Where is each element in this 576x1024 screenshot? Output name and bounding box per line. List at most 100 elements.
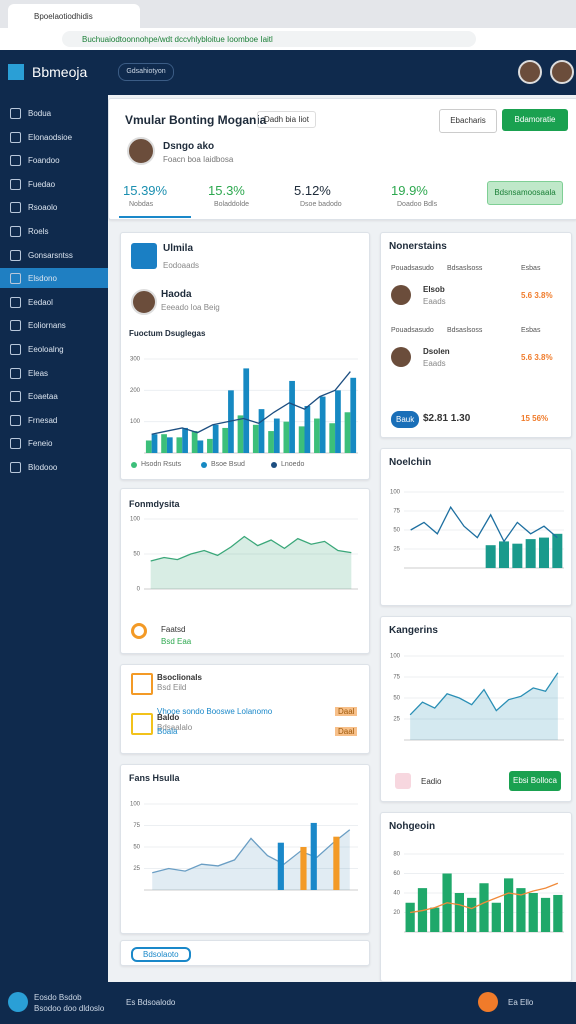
- chart: 0 50 100: [130, 517, 358, 593]
- bar: [512, 543, 523, 568]
- card-title: Ulmila: [163, 243, 194, 254]
- bar: [191, 431, 198, 453]
- nav-label: Feneio: [28, 439, 53, 449]
- y-tick-label: 100: [390, 654, 401, 660]
- nav-item[interactable]: Roels: [0, 221, 108, 241]
- card: Fonmdysita Faatsd Bsd Eaa: [120, 488, 370, 654]
- row-value: 5.6 3.8%: [521, 353, 553, 362]
- area-line: [409, 672, 559, 716]
- bar: [539, 537, 549, 568]
- bar: [344, 412, 351, 453]
- nav-icon: [10, 108, 21, 119]
- bar: [499, 541, 509, 568]
- tab[interactable]: Bpoelaotiodhidis: [8, 4, 140, 28]
- icon[interactable]: [478, 992, 498, 1012]
- area: [410, 672, 558, 740]
- progress-label: Faatsd: [161, 625, 186, 634]
- chart: 20 40 60 80: [393, 852, 564, 933]
- cta[interactable]: Bdsnsamoosaala: [487, 181, 563, 205]
- row-sub: Eaads: [423, 359, 446, 368]
- tag: Eadio: [421, 777, 442, 786]
- nav-item[interactable]: Fuedao: [0, 174, 108, 194]
- bar: [319, 396, 326, 453]
- nav-item[interactable]: Gonsarsntss: [0, 245, 108, 265]
- search[interactable]: Gdsahiotyon: [118, 63, 174, 81]
- bar: [151, 434, 158, 453]
- nav-label: Gonsarsntss: [28, 250, 73, 260]
- bar: [314, 418, 320, 453]
- bottom-right: Ea Ello: [508, 998, 534, 1007]
- card: Nonerstains Pouadsasudo Bdsaslsoss Esbas Po…: [380, 232, 572, 438]
- stat-value: 15.3%: [208, 183, 245, 198]
- nav-item[interactable]: Eoaetaa: [0, 386, 108, 406]
- row-bar-label: Vhooe sondo Booswe Lolanomo: [157, 707, 273, 716]
- stat-label: Dsoe badodo: [300, 201, 342, 208]
- button[interactable]: Bdamoratie: [502, 109, 568, 131]
- bar: [405, 902, 415, 932]
- card: Noelchin: [380, 448, 572, 606]
- bar: [212, 424, 219, 453]
- nav-item[interactable]: Bodua: [0, 103, 108, 123]
- bar: [273, 418, 280, 453]
- bar: [350, 377, 357, 453]
- y-tick-label: 300: [130, 357, 141, 363]
- chart-title: Fans Hsulla: [129, 773, 180, 783]
- icon: [395, 773, 411, 789]
- row-title: Baldo: [157, 713, 180, 722]
- nav-item[interactable]: Eleas: [0, 363, 108, 383]
- chip[interactable]: Dadh bia Iiot: [257, 111, 316, 128]
- nav-item[interactable]: Foandoo: [0, 150, 108, 170]
- chip[interactable]: Bdsolaoto: [131, 947, 191, 962]
- line: [151, 371, 351, 435]
- nav-item[interactable]: Eeoloalng: [0, 339, 108, 359]
- line: [410, 505, 558, 543]
- nav-icon: [10, 367, 21, 379]
- area: [150, 536, 352, 589]
- table-header: Pouadsasudo: [391, 327, 434, 334]
- card: Fans Hsulla: [120, 764, 370, 934]
- y-tick-label: 100: [390, 490, 401, 496]
- nav-item[interactable]: Elonaodsioe: [0, 127, 108, 147]
- nav-icon: [10, 462, 21, 473]
- chart-title: Fonmdysita: [129, 499, 180, 509]
- chart: 100 200 300: [130, 357, 358, 454]
- bar: [145, 440, 152, 453]
- bar: [525, 539, 536, 568]
- row-title: Bsoclionals: [157, 673, 202, 682]
- nav-item[interactable]: Elsdono: [0, 268, 108, 289]
- nav-label: Elonaodsioe: [28, 132, 73, 142]
- nav-item[interactable]: Rsoaolo: [0, 197, 108, 217]
- avatar[interactable]: [518, 60, 542, 84]
- icon: [131, 243, 157, 269]
- button[interactable]: Ebsi Bolloca: [509, 771, 561, 791]
- bar: [540, 897, 551, 932]
- url-field[interactable]: Buchuaiodtoonnohpe/wdt dccvhlybloitue Io…: [62, 31, 476, 47]
- chart-title: Kangerins: [389, 625, 438, 636]
- legend-label: Hsodn Rsuts: [141, 461, 182, 468]
- nav-item[interactable]: Eedaol: [0, 292, 108, 312]
- legend-label: Lnoedo: [281, 461, 305, 468]
- chart-title: Noelchin: [389, 457, 432, 468]
- table-header: Bdsaslsoss: [447, 265, 483, 272]
- y-tick-label: 50: [393, 696, 400, 702]
- nav-item[interactable]: Feneio: [0, 433, 108, 453]
- y-tick-label: 100: [130, 419, 141, 425]
- nav-item[interactable]: Frnesad: [0, 410, 108, 430]
- chart-title: Nohgeoin: [389, 821, 436, 832]
- nav-label: Elsdono: [28, 274, 57, 284]
- bar: [222, 427, 229, 453]
- page-title: Vmular Bonting Mogania: [125, 113, 267, 127]
- button[interactable]: Ebacharis: [439, 109, 497, 133]
- nav-label: Eoaetaa: [28, 392, 58, 402]
- bar: [182, 427, 188, 453]
- badge: Daal: [335, 727, 358, 736]
- bar: [335, 390, 341, 453]
- nav-label: Foandoo: [28, 156, 60, 166]
- card: Bsoclionals Bsd Eild Vhooe sondo Booswe Lo…: [120, 664, 370, 754]
- y-tick-label: 0: [137, 587, 141, 593]
- avatar[interactable]: [550, 60, 574, 84]
- nav-icon: [10, 202, 21, 214]
- nav-item[interactable]: Blodooo: [0, 457, 108, 477]
- nav-item[interactable]: Eoliornans: [0, 315, 108, 335]
